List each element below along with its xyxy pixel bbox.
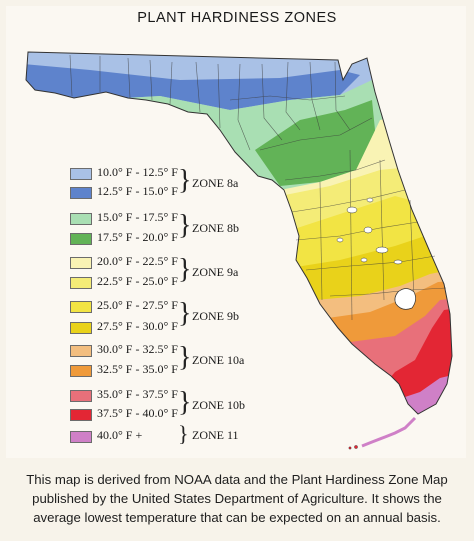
legend-range-7: 25.0° F - 27.5° F: [97, 298, 178, 312]
legend-range-9: 30.0° F - 32.5° F: [97, 342, 178, 356]
legend-swatch-6: [70, 277, 92, 289]
legend-swatch-3: [70, 213, 92, 225]
brace-zone-9b: }: [178, 298, 192, 329]
legend-swatch-5: [70, 257, 92, 269]
zone-band-10b-dark: [350, 306, 452, 414]
legend-range-6: 22.5° F - 25.0° F: [97, 274, 178, 288]
legend-swatch-13: [70, 431, 92, 443]
florida-keys: [348, 416, 417, 450]
zone-label-11: ZONE 11: [192, 428, 239, 442]
legend-swatch-10: [70, 365, 92, 377]
zone-label-9b: ZONE 9b: [192, 309, 239, 323]
zone-label-10a: ZONE 10a: [192, 353, 245, 367]
brace-zone-11: }: [178, 421, 189, 446]
caption: This map is derived from NOAA data and t…: [26, 472, 448, 525]
legend-range-3: 15.0° F - 17.5° F: [97, 210, 178, 224]
brace-zone-9a: }: [178, 254, 192, 285]
brace-zone-10a: }: [178, 342, 192, 373]
map-title: PLANT HARDINESS ZONES: [137, 10, 337, 26]
legend-range-12: 37.5° F - 40.0° F: [97, 406, 178, 420]
legend-range-5: 20.0° F - 22.5° F: [97, 254, 178, 268]
legend-swatch-7: [70, 301, 92, 313]
county-lines: [69, 54, 447, 321]
legend-range-11: 35.0° F - 37.5° F: [97, 387, 178, 401]
zone-band-8b-dark: [255, 100, 376, 186]
brace-zone-8b: }: [178, 210, 192, 241]
legend-swatch-9: [70, 345, 92, 357]
legend-range-8: 27.5° F - 30.0° F: [97, 319, 178, 333]
state-outline: [25, 51, 453, 415]
legend-swatch-4: [70, 233, 92, 245]
legend-swatch-1: [70, 168, 92, 180]
zone-label-8a: ZONE 8a: [192, 176, 239, 190]
legend-swatch-2: [70, 187, 92, 199]
small-lakes: [336, 197, 403, 265]
legend-swatch-12: [70, 409, 92, 421]
legend-range-1: 10.0° F - 12.5° F: [97, 165, 178, 179]
zone-label-8b: ZONE 8b: [192, 221, 239, 235]
zone-label-9a: ZONE 9a: [192, 265, 239, 279]
brace-zone-10b: }: [178, 387, 192, 418]
legend-range-13: 40.0° F +: [97, 428, 143, 442]
legend-swatch-8: [70, 322, 92, 334]
legend-range-10: 32.5° F - 35.0° F: [97, 362, 178, 376]
zone-label-10b: ZONE 10b: [192, 398, 245, 412]
lake-okeechobee: [394, 288, 416, 310]
legend-range-2: 12.5° F - 15.0° F: [97, 184, 178, 198]
legend-range-4: 17.5° F - 20.0° F: [97, 230, 178, 244]
brace-zone-8a: }: [178, 165, 192, 196]
legend-swatch-11: [70, 390, 92, 402]
